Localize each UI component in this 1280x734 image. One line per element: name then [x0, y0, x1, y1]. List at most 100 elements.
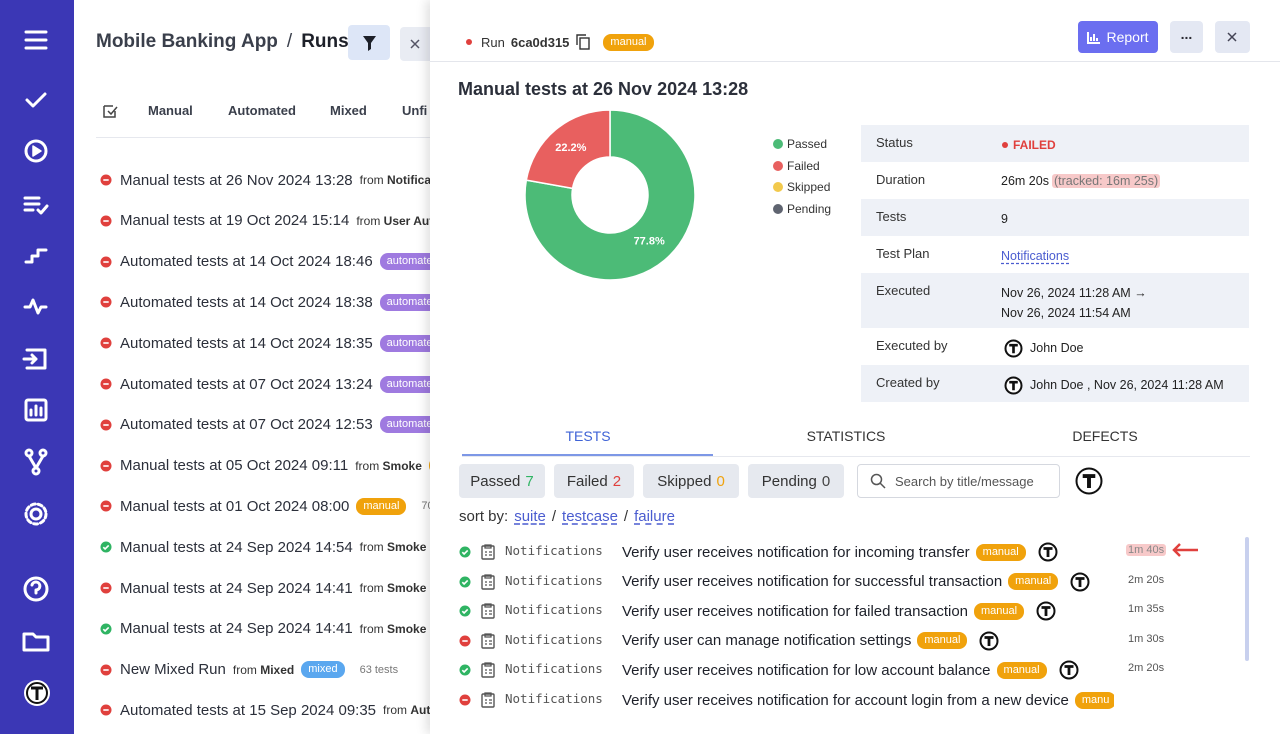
- run-row[interactable]: Manual tests at 24 Sep 2024 14:41 from Sm…: [120, 619, 430, 639]
- test-title: Verify user receives notification for in…: [622, 543, 970, 561]
- report-button[interactable]: Report: [1078, 21, 1158, 53]
- filter-count: 7: [525, 472, 534, 490]
- test-row[interactable]: Verify user receives notification for fa…: [622, 601, 1056, 621]
- status-filter[interactable]: Failed 2: [554, 464, 634, 498]
- test-title: Verify user can manage notification sett…: [622, 632, 912, 650]
- report-label: Report: [1106, 29, 1149, 45]
- run-source: from Autor: [383, 703, 430, 717]
- run-row[interactable]: Manual tests at 26 Nov 2024 13:28 from No…: [120, 170, 430, 190]
- run-source: from Notificatio: [360, 173, 430, 187]
- run-id: 6ca0d315: [510, 34, 570, 50]
- run-row[interactable]: Manual tests at 01 Oct 2024 08:00 manual 7…: [120, 496, 430, 516]
- test-case-icon: [481, 692, 495, 708]
- run-source-prefix: from: [359, 581, 384, 595]
- copy-icon[interactable]: [575, 33, 591, 51]
- test-row[interactable]: Verify user receives notification for ac…: [622, 690, 1148, 710]
- legend-label: Skipped: [787, 180, 831, 194]
- detail-label: Executed by: [876, 338, 948, 353]
- search-box[interactable]: Search by title/message: [857, 464, 1060, 498]
- detail-row: [861, 236, 1249, 273]
- run-row[interactable]: Manual tests at 19 Oct 2024 15:14 from Us…: [120, 211, 430, 231]
- copy-glyph: [576, 34, 591, 50]
- avatar: [1038, 542, 1058, 562]
- close-button[interactable]: [400, 27, 430, 61]
- run-row[interactable]: Automated tests at 14 Oct 2024 18:46 auto…: [120, 252, 430, 272]
- tracked-duration: (tracked: 16m 25s): [1051, 174, 1161, 188]
- detail-tab[interactable]: STATISTICS: [806, 428, 886, 444]
- run-status-icon: [100, 256, 112, 268]
- status-filter[interactable]: Pending 0: [748, 464, 844, 498]
- avatar: [1070, 572, 1090, 592]
- run-source: from User Authe: [356, 214, 430, 228]
- status-glyph: [461, 549, 469, 556]
- run-row[interactable]: Manual tests at 24 Sep 2024 14:41 from Sm…: [120, 578, 430, 598]
- test-status-icon: [459, 576, 471, 588]
- status-filter[interactable]: Passed 7: [459, 464, 545, 498]
- run-badge: automate: [379, 293, 430, 311]
- select-icon[interactable]: [102, 103, 118, 124]
- run-row[interactable]: Manual tests at 05 Oct 2024 09:11 from Sm…: [120, 456, 430, 476]
- run-row[interactable]: Automated tests at 07 Oct 2024 12:53 auto…: [120, 415, 430, 435]
- clipboard-glyph: [481, 603, 495, 619]
- filter-count: 0: [716, 472, 725, 490]
- run-badge: automate: [379, 253, 430, 271]
- run-title: Manual tests at 24 Sep 2024 14:54: [120, 538, 353, 556]
- test-title: Verify user receives notification for su…: [622, 573, 1003, 591]
- test-row[interactable]: Verify user receives notification for in…: [622, 542, 1058, 562]
- assignee: [1059, 660, 1079, 680]
- sort-option[interactable]: failure: [634, 508, 675, 525]
- run-source-name: Notificatio: [387, 173, 430, 187]
- run-title: Manual tests at 05 Oct 2024 09:11: [120, 457, 349, 475]
- run-title: Manual tests at 26 Nov 2024 13:28: [458, 79, 749, 99]
- run-row[interactable]: Automated tests at 14 Oct 2024 18:38 auto…: [120, 292, 430, 312]
- avatar-glyph: [1009, 380, 1018, 391]
- sort-option[interactable]: testcase: [562, 508, 618, 525]
- run-status-dot: [466, 39, 472, 45]
- filter-button[interactable]: [348, 25, 390, 60]
- run-status-icon: [100, 378, 112, 390]
- detail-tab[interactable]: DEFECTS: [1072, 428, 1138, 444]
- run-title: Automated tests at 14 Oct 2024 18:38: [120, 293, 373, 311]
- status-dot: [1002, 142, 1008, 148]
- section-name: Runs: [301, 31, 349, 52]
- run-row[interactable]: New Mixed Run from Mixed mixed 63 tests: [120, 660, 398, 680]
- run-row[interactable]: Automated tests at 07 Oct 2024 13:24 auto…: [120, 374, 430, 394]
- report-glyph: [1087, 32, 1101, 44]
- test-row[interactable]: Verify user receives notification for lo…: [622, 660, 1079, 680]
- run-filter-tab[interactable]: Manual: [148, 103, 193, 118]
- filter-label: Passed: [470, 472, 521, 490]
- more-button[interactable]: ...: [1170, 21, 1203, 53]
- header-divider: [430, 61, 1280, 62]
- run-title: Manual tests at 26 Nov 2024 13:28: [120, 171, 353, 189]
- detail-label: Duration: [876, 172, 926, 187]
- run-filter-tab[interactable]: Unfi: [402, 103, 428, 118]
- run-filter-tab[interactable]: Automated: [228, 103, 296, 118]
- run-row[interactable]: Automated tests at 14 Oct 2024 18:35 auto…: [120, 333, 430, 353]
- run-row[interactable]: Manual tests at 24 Sep 2024 14:54 from Sm…: [120, 537, 430, 557]
- close-icon: [410, 39, 420, 49]
- run-row[interactable]: Automated tests at 15 Sep 2024 09:35 from…: [120, 700, 430, 720]
- test-duration: 2m 20s: [1128, 662, 1165, 675]
- test-row[interactable]: Verify user receives notification for su…: [622, 572, 1090, 592]
- test-plan-link[interactable]: Notifications: [1001, 249, 1070, 263]
- run-badge: automate: [379, 416, 430, 434]
- project-name[interactable]: Mobile Banking App: [96, 31, 278, 52]
- sort-option[interactable]: suite: [514, 508, 546, 525]
- detail-label: Tests: [876, 209, 907, 224]
- run-badge: manual: [356, 497, 407, 515]
- donut-slice: [524, 109, 696, 281]
- detail-tab[interactable]: TESTS: [565, 428, 611, 444]
- run-source-name: Smoke: [387, 621, 427, 636]
- run-status-icon: [100, 704, 112, 716]
- run-source-prefix: from: [359, 540, 384, 555]
- avatar-glyph: [984, 635, 994, 646]
- assignee: [1070, 572, 1090, 592]
- run-filter-tab[interactable]: Mixed: [330, 103, 367, 118]
- legend-label: Pending: [787, 201, 832, 216]
- status-filter[interactable]: Skipped 0: [643, 464, 739, 498]
- filter-label: Failed: [566, 472, 608, 490]
- test-suite: Notifications: [505, 691, 603, 706]
- run-title: Manual tests at 24 Sep 2024 14:41: [120, 579, 353, 597]
- test-row[interactable]: Verify user can manage notification sett…: [622, 631, 999, 651]
- close-button[interactable]: [1215, 21, 1250, 53]
